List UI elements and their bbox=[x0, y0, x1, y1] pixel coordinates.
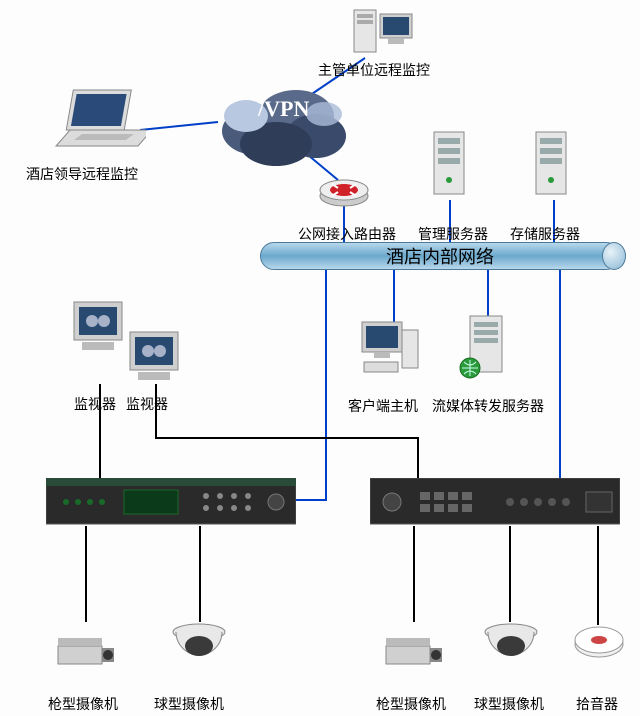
dome-cam2-icon bbox=[480, 618, 542, 672]
client-pc-icon bbox=[356, 316, 424, 380]
mgmt-server-icon bbox=[426, 128, 480, 204]
bullet-cam2-icon bbox=[380, 618, 448, 668]
label-bullet2: 枪型摄像机 bbox=[376, 694, 446, 714]
bus-cap-right bbox=[602, 242, 626, 270]
bullet-cam1-icon bbox=[52, 618, 120, 668]
dvr1-icon bbox=[46, 478, 296, 526]
label-monitor1: 监视器 bbox=[74, 394, 116, 414]
cloud-vpn-icon bbox=[206, 76, 356, 168]
label-bullet1: 枪型摄像机 bbox=[48, 694, 118, 714]
pickup-icon bbox=[572, 622, 626, 664]
router-icon bbox=[318, 172, 370, 208]
internal-network-bus: 酒店内部网络 bbox=[260, 242, 620, 270]
storage-server-icon bbox=[528, 128, 582, 204]
label-streaming: 流媒体转发服务器 bbox=[432, 396, 544, 416]
label-client: 客户端主机 bbox=[348, 396, 418, 416]
label-dome1: 球型摄像机 bbox=[154, 694, 224, 714]
dome-cam1-icon bbox=[168, 618, 230, 672]
leader-laptop-icon bbox=[46, 86, 146, 158]
label-dome2: 球型摄像机 bbox=[474, 694, 544, 714]
bus-label: 酒店内部网络 bbox=[386, 243, 494, 269]
monitor1-icon bbox=[70, 298, 130, 356]
label-storage: 存储服务器 bbox=[510, 224, 580, 244]
label-router: 公网接入路由器 bbox=[298, 224, 396, 244]
monitor2-icon bbox=[126, 328, 186, 386]
vpn-label: /VPN bbox=[258, 96, 309, 122]
label-monitor2: 监视器 bbox=[126, 394, 168, 414]
supervisor-pc-icon bbox=[348, 4, 418, 60]
dvr2-icon bbox=[370, 478, 620, 526]
label-supervisor: 主管单位远程监控 bbox=[318, 60, 430, 80]
label-pickup: 拾音器 bbox=[576, 694, 618, 714]
streaming-server-icon bbox=[458, 312, 518, 384]
label-leader: 酒店领导远程监控 bbox=[26, 164, 138, 184]
label-mgmt: 管理服务器 bbox=[418, 224, 488, 244]
